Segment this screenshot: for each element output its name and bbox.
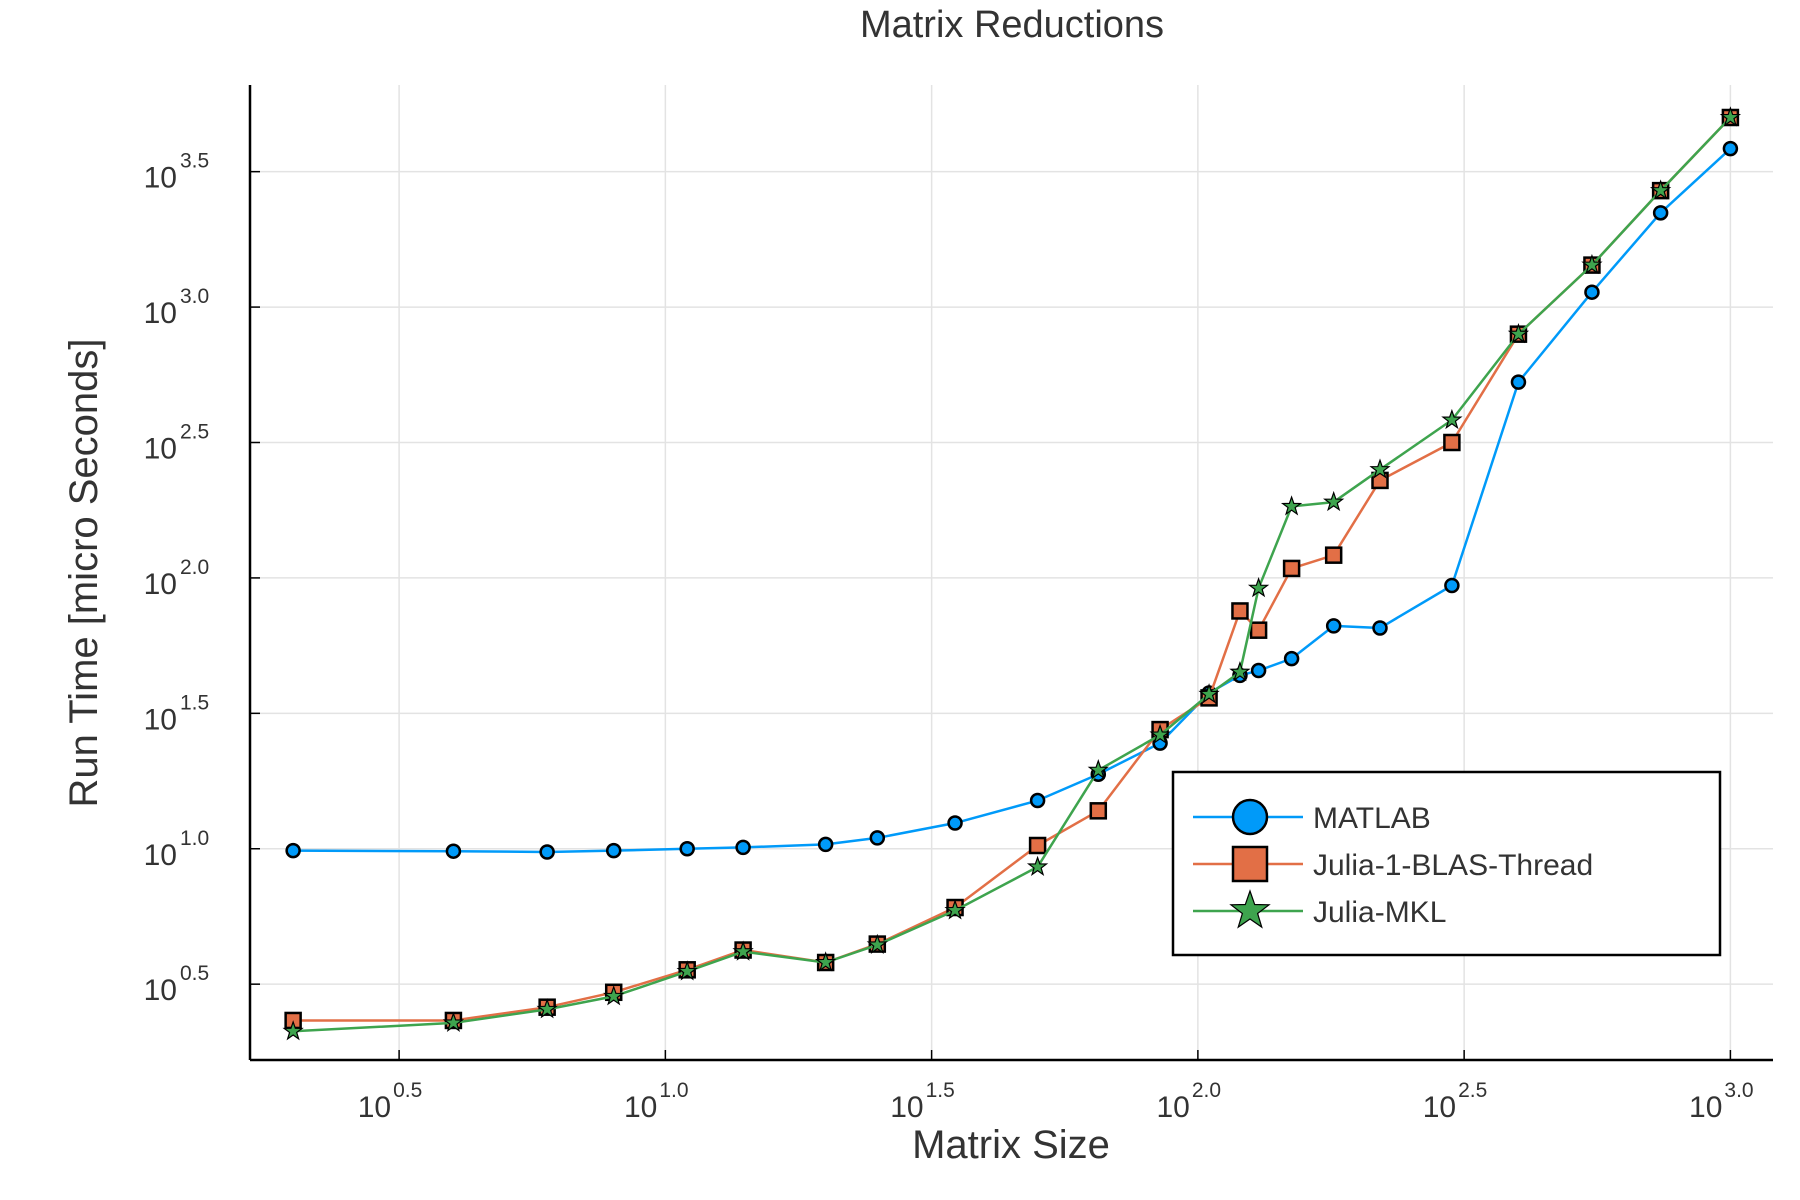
x-tick-label-exponent: 2.5 [1458,1079,1487,1102]
x-tick-label-base: 10 [890,1091,923,1124]
data-point [1323,490,1345,512]
y-tick-label-base: 10 [144,297,177,330]
data-point [1026,855,1049,876]
data-point [285,842,301,859]
data-point [1722,140,1739,157]
legend-item-matlab: MATLAB [1193,798,1431,836]
data-point [1029,792,1046,809]
data-point [735,839,751,856]
data-point [1324,546,1343,564]
data-point [947,815,963,831]
x-tick-label-exponent: 0.5 [393,1079,422,1102]
x-tick-label-base: 10 [624,1091,657,1124]
y-tick-label-base: 10 [144,974,177,1007]
data-point [1507,322,1530,344]
legend-marker [1229,889,1271,929]
x-tick-label-base: 10 [1423,1091,1456,1124]
data-point [1444,577,1460,594]
data-point [1249,621,1268,639]
legend-marker [1231,845,1269,883]
series-line [293,147,1732,854]
legend-label: Julia-MKL [1313,896,1446,929]
series-matlab [285,140,1739,860]
data-point [539,844,555,860]
data-point [1247,577,1270,598]
data-point [1581,253,1603,275]
legend-label: Julia-1-BLAS-Thread [1313,849,1593,882]
data-point [1149,723,1171,745]
y-tick-label-base: 10 [144,568,177,601]
y-tick-label-base: 10 [144,839,177,872]
y-tick-label-exponent: 2.0 [180,556,209,579]
x-tick-label-base: 10 [1157,1091,1190,1124]
x-tick-label-exponent: 2.0 [1192,1079,1221,1102]
x-tick-label-exponent: 1.5 [926,1079,955,1102]
legend-items: MATLAB Julia-1-BLAS-Thread Julia-MKL [1193,798,1593,929]
y-tick-label-exponent: 1.5 [180,691,209,714]
y-axis-label: Run Time [micro Seconds] [62,338,106,807]
data-point [1250,662,1267,679]
y-tick-label-exponent: 0.5 [180,962,209,985]
data-point [1283,650,1300,667]
legend: MATLAB Julia-1-BLAS-Thread Julia-MKL [1171,770,1722,957]
data-point [442,1011,465,1032]
data-point [1325,618,1342,634]
data-point [282,1020,304,1041]
data-point [536,998,558,1019]
y-tick-label-exponent: 1.0 [180,827,209,850]
x-tick-label-base: 10 [358,1091,391,1124]
data-point [817,836,834,853]
data-point [732,940,754,961]
y-tick-label-base: 10 [144,433,177,466]
data-point [944,899,966,920]
data-point [1652,205,1669,221]
data-point [676,960,698,981]
y-tick-label-exponent: 3.5 [180,150,209,173]
data-point [1369,458,1391,479]
data-point [815,951,837,972]
data-point [1443,433,1461,452]
data-point [605,842,622,859]
data-point [1280,495,1303,516]
data-point [1719,106,1742,127]
grid [250,85,1773,1060]
legend-item-julia-mkl: Julia-MKL [1193,889,1446,929]
data-point [679,841,695,857]
legend-label: MATLAB [1313,802,1431,835]
data-point [1231,602,1249,620]
data-point [1282,559,1301,578]
data-point [1028,836,1047,855]
series-layer [282,106,1742,1041]
y-tick-label-exponent: 2.5 [180,421,209,444]
x-tick-label-exponent: 1.0 [659,1079,688,1102]
data-point [445,843,462,859]
data-point [1510,374,1527,390]
data-point [1584,284,1600,300]
x-tick-label-exponent: 3.0 [1724,1079,1753,1102]
legend-item-julia-1-blas-thread: Julia-1-BLAS-Thread [1193,845,1593,883]
data-point [869,830,886,846]
y-tick-label-exponent: 3.0 [180,285,209,308]
y-tick-label-base: 10 [144,703,177,736]
x-axis-label: Matrix Size [912,1123,1110,1167]
data-point [1229,660,1251,682]
data-point [1198,683,1220,704]
data-point [1441,408,1463,430]
data-point [1372,620,1388,636]
x-tick-label-base: 10 [1689,1091,1722,1124]
y-tick-label-base: 10 [144,162,177,195]
data-point [1087,758,1109,780]
data-point [1649,179,1672,200]
legend-marker [1231,798,1269,836]
series-julia-mkl [282,106,1742,1041]
data-point [603,985,625,1006]
data-point [1089,802,1108,820]
chart-title: Matrix Reductions [860,4,1164,46]
data-point [866,933,888,954]
